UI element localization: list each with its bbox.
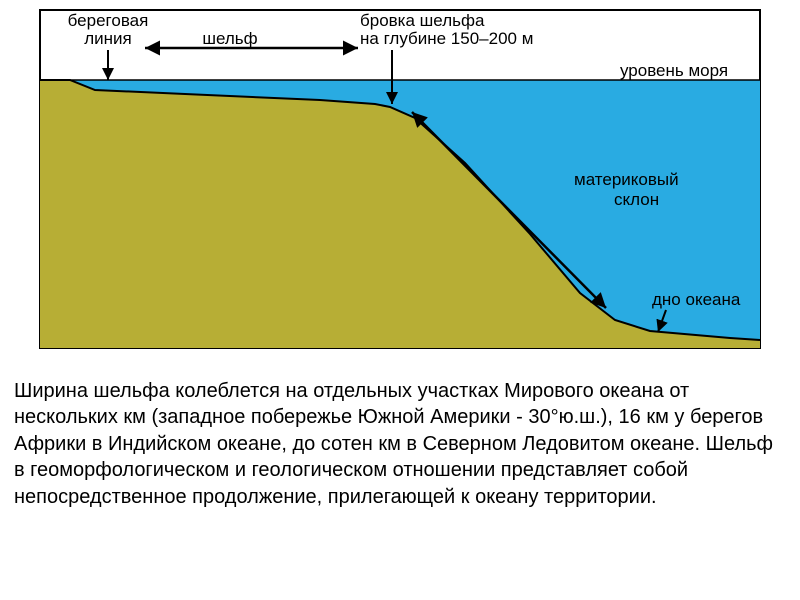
caption-text: Ширина шельфа колеблется на отдельных уч…	[14, 378, 786, 510]
svg-text:шельф: шельф	[202, 29, 257, 48]
label-edge1: бровка шельфа	[360, 11, 485, 30]
svg-text:линия: линия	[84, 29, 132, 48]
label-floor: дно океана	[652, 290, 741, 309]
svg-text:береговая: береговая	[68, 11, 149, 30]
label-slope2: склон	[614, 190, 659, 209]
shelf-diagram: береговаялиния шельф бровка шельфана глуби…	[10, 8, 790, 368]
label-sealevel: уровень моря	[620, 61, 728, 80]
label-slope1: материковый	[574, 170, 679, 189]
label-edge2: на глубине 150–200 м	[360, 29, 533, 48]
